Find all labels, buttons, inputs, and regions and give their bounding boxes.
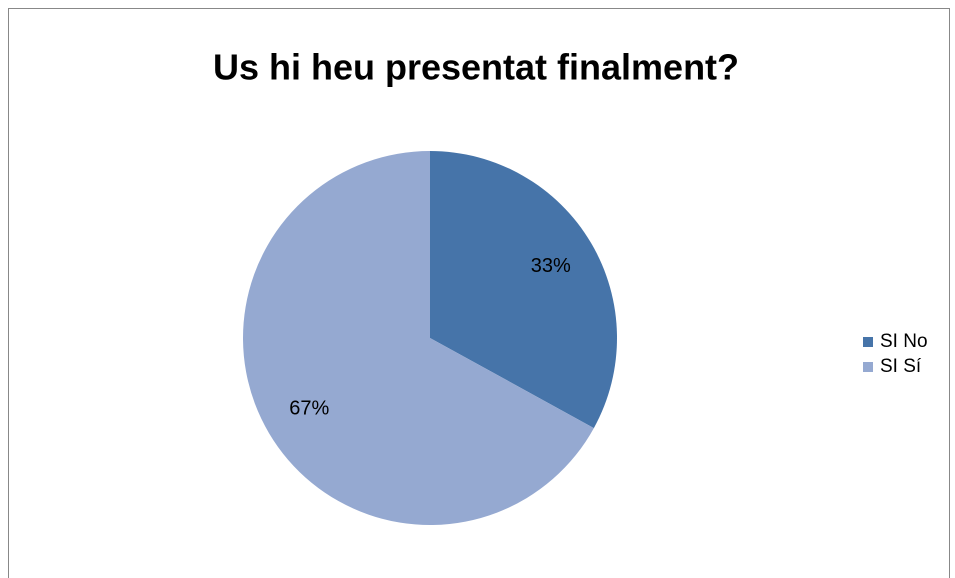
legend-swatch xyxy=(863,362,873,372)
legend-label: SI Sí xyxy=(880,356,922,377)
pie-slice xyxy=(430,151,617,429)
legend-label: SI No xyxy=(880,331,928,352)
data-label: 33% xyxy=(531,255,571,277)
legend-swatch xyxy=(863,337,873,347)
pie-slice xyxy=(242,151,594,525)
data-label: 67% xyxy=(289,398,329,420)
chart-title: Us hi heu presentat finalment? xyxy=(213,47,739,88)
